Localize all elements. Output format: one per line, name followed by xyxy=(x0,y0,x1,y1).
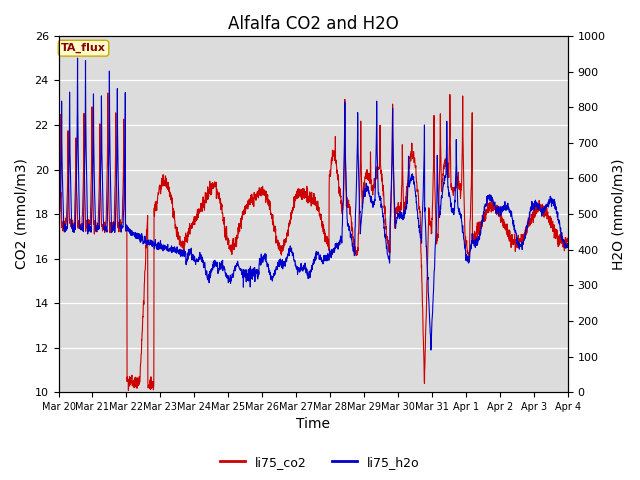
X-axis label: Time: Time xyxy=(296,418,330,432)
Title: Alfalfa CO2 and H2O: Alfalfa CO2 and H2O xyxy=(228,15,399,33)
Text: TA_flux: TA_flux xyxy=(61,43,106,53)
Y-axis label: H2O (mmol/m3): H2O (mmol/m3) xyxy=(611,158,625,270)
Legend: li75_co2, li75_h2o: li75_co2, li75_h2o xyxy=(215,451,425,474)
Y-axis label: CO2 (mmol/m3): CO2 (mmol/m3) xyxy=(15,158,29,269)
